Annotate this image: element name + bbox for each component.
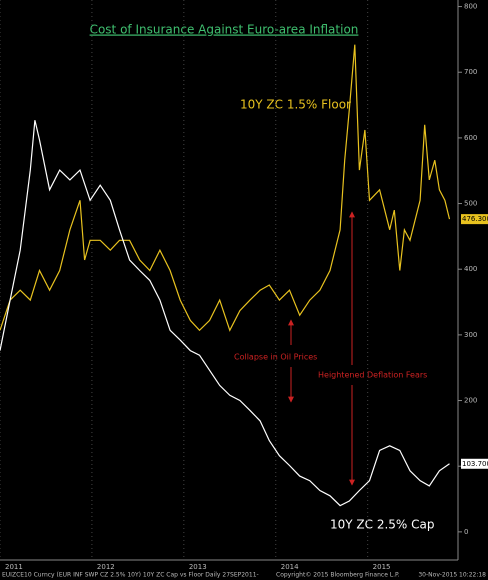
annotation: Heightened Deflation Fears <box>318 371 427 380</box>
last-value-box <box>461 458 488 469</box>
footer: Copyright© 2015 Bloomberg Finance L.P. <box>276 572 400 579</box>
series-line <box>0 120 450 507</box>
last-value-label: 103.700 <box>462 460 488 468</box>
last-value-label: 476.300 <box>462 215 488 223</box>
y-tick-label: 700 <box>464 68 477 76</box>
x-tick-label: 2011 <box>5 563 23 571</box>
footer: EUIZCE10 Curncy (EUR INF SWP CZ 2.5% 10Y… <box>2 572 259 579</box>
y-tick-label: 600 <box>464 134 477 142</box>
y-tick-label: 400 <box>464 265 477 273</box>
footer: 30-Nov-2015 10:22:18 <box>418 572 486 579</box>
y-tick-label: 0 <box>464 528 468 536</box>
x-tick-label: 2012 <box>97 563 115 571</box>
x-tick-label: 2015 <box>373 563 391 571</box>
x-tick-label: 2014 <box>281 563 299 571</box>
chart-title: Cost of Insurance Against Euro-area Infl… <box>90 23 359 37</box>
series-label: 10Y ZC 2.5% Cap <box>330 518 434 532</box>
x-tick-label: 2013 <box>189 563 207 571</box>
last-value-box <box>461 214 488 225</box>
y-tick-label: 800 <box>464 3 477 11</box>
annotation: Collapse in Oil Prices <box>234 353 317 362</box>
y-tick-label: 500 <box>464 200 477 208</box>
y-tick-label: 300 <box>464 331 477 339</box>
y-tick-label: 200 <box>464 397 477 405</box>
series-label: 10Y ZC 1.5% Floor <box>240 98 351 112</box>
series-line <box>0 44 451 332</box>
